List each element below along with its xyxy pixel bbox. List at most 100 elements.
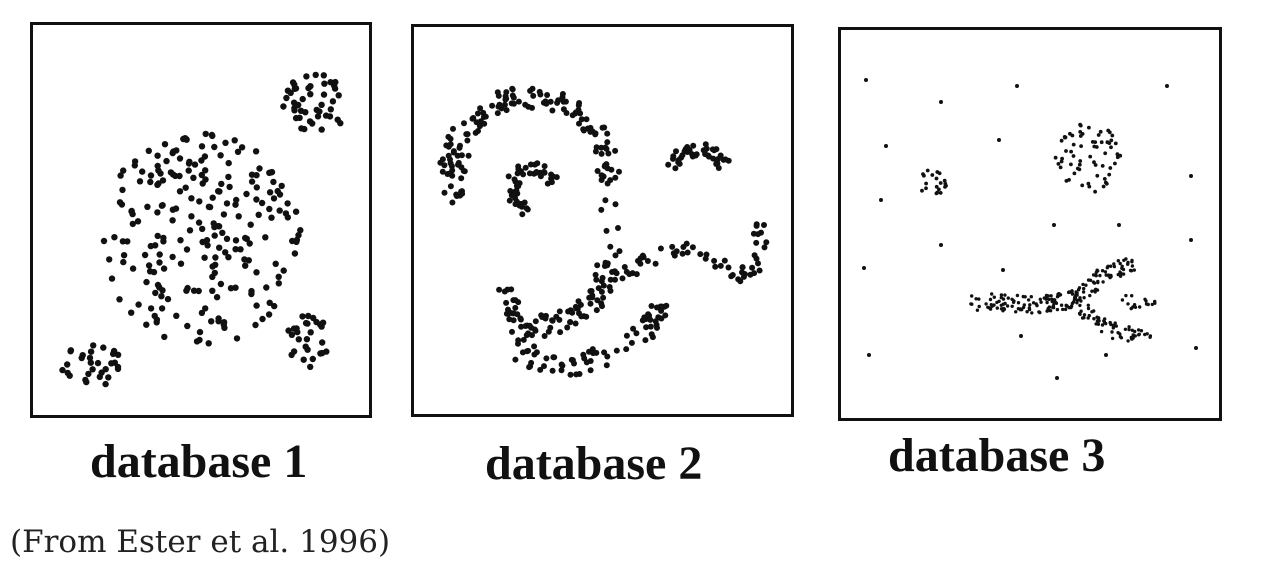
point [600,294,607,301]
point [1112,262,1116,266]
point [274,187,281,195]
point [1074,292,1078,296]
point [537,366,544,373]
point [529,332,535,339]
point [652,260,659,267]
point [314,113,322,120]
point [1130,258,1134,263]
point [1092,160,1096,165]
point [1090,140,1095,144]
point [242,262,249,269]
point [185,160,193,167]
point [161,141,169,148]
point [463,131,470,138]
point [612,147,619,154]
point [1016,301,1021,305]
point [503,107,510,114]
point [234,148,242,155]
point [523,205,530,212]
point [185,167,192,174]
point [595,285,602,292]
point [1011,300,1016,304]
point [248,178,256,185]
point [1094,287,1098,291]
point [1094,273,1098,277]
point [176,172,183,180]
point [455,159,462,166]
point [225,173,232,181]
point [164,295,172,303]
point [119,186,126,194]
point [974,297,978,301]
point [222,249,229,256]
point [86,354,94,362]
point [129,265,137,272]
point [217,152,224,159]
point [864,78,868,82]
point [1133,334,1137,338]
point [739,264,746,271]
point [298,125,305,132]
point [1075,166,1080,171]
point [567,371,574,378]
point [246,240,253,247]
point [530,92,537,99]
database-1-panel [30,22,372,418]
point [1121,272,1126,276]
point [454,152,461,159]
point [461,120,467,127]
point [509,86,516,93]
point [1023,295,1027,299]
point [513,200,520,207]
point [1118,261,1122,266]
point [1038,297,1042,301]
point [312,71,319,79]
point [248,287,255,295]
point [1052,223,1056,227]
point [513,187,520,194]
point [280,103,287,110]
point [318,323,325,330]
point [536,88,543,95]
point [541,363,547,370]
point [147,305,155,312]
point [537,173,544,180]
point [1046,294,1050,298]
point [145,262,153,269]
point [930,173,935,177]
point [1010,297,1014,301]
point [563,110,570,116]
database-3-panel [838,27,1222,421]
point [447,183,454,190]
point [458,175,465,182]
point [642,337,649,344]
point [1096,280,1100,285]
point [603,362,610,369]
point [879,198,883,202]
point [763,239,770,246]
point [519,349,526,356]
point [937,187,941,192]
point [1028,303,1032,307]
point [1144,302,1149,306]
point [558,367,565,374]
point [601,263,608,269]
point [318,101,325,109]
point [1127,325,1131,329]
point [181,135,189,142]
point [82,376,89,384]
point [1111,324,1116,329]
point [602,197,609,204]
database-1-scatter [59,71,344,388]
point [143,321,150,328]
point [510,94,517,101]
point [1116,259,1120,263]
point [272,260,279,267]
point [648,303,655,309]
point [1015,84,1019,88]
point [145,147,152,154]
point [503,299,510,306]
point [506,309,513,316]
point [120,258,127,266]
point [525,103,532,110]
